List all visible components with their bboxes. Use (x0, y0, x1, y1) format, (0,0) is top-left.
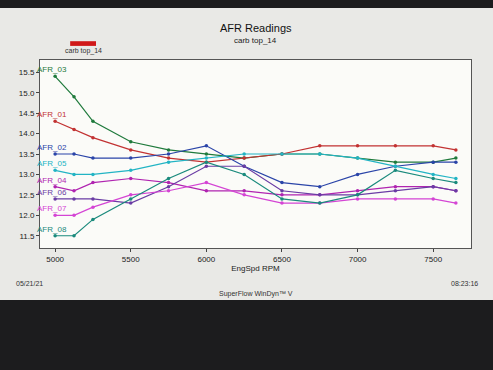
svg-text:13.0: 13.0 (19, 170, 35, 179)
svg-text:6000: 6000 (197, 255, 215, 264)
svg-text:SuperFlow WinDyn™ V: SuperFlow WinDyn™ V (219, 290, 293, 298)
svg-text:5500: 5500 (122, 255, 140, 264)
svg-text:6500: 6500 (273, 255, 291, 264)
svg-text:AFR Readings: AFR Readings (220, 22, 292, 34)
svg-text:EngSpd RPM: EngSpd RPM (231, 264, 280, 273)
svg-text:AFR_06: AFR_06 (37, 188, 67, 197)
svg-text:15.0: 15.0 (19, 89, 35, 98)
svg-text:7000: 7000 (349, 255, 367, 264)
svg-text:14.5: 14.5 (19, 109, 35, 118)
svg-text:12.5: 12.5 (19, 191, 35, 200)
svg-text:AFR_04: AFR_04 (37, 176, 67, 185)
svg-text:carb top_14: carb top_14 (234, 36, 277, 45)
svg-text:11.5: 11.5 (19, 232, 35, 241)
svg-text:13.5: 13.5 (19, 150, 35, 159)
svg-text:AFR_05: AFR_05 (37, 159, 67, 168)
svg-text:AFR_08: AFR_08 (37, 225, 67, 234)
svg-text:AFR_01: AFR_01 (37, 110, 67, 119)
svg-text:14.0: 14.0 (19, 129, 35, 138)
svg-text:12.0: 12.0 (19, 211, 35, 220)
svg-text:AFR_07: AFR_07 (37, 204, 67, 213)
svg-text:AFR_02: AFR_02 (37, 143, 67, 152)
svg-text:7500: 7500 (424, 255, 442, 264)
svg-text:08:23:16: 08:23:16 (451, 280, 478, 287)
svg-text:05/21/21: 05/21/21 (16, 280, 43, 287)
svg-text:5000: 5000 (46, 255, 64, 264)
svg-text:carb top_14: carb top_14 (65, 47, 102, 55)
svg-text:AFR_03: AFR_03 (37, 65, 67, 74)
svg-text:15.5: 15.5 (19, 68, 35, 77)
